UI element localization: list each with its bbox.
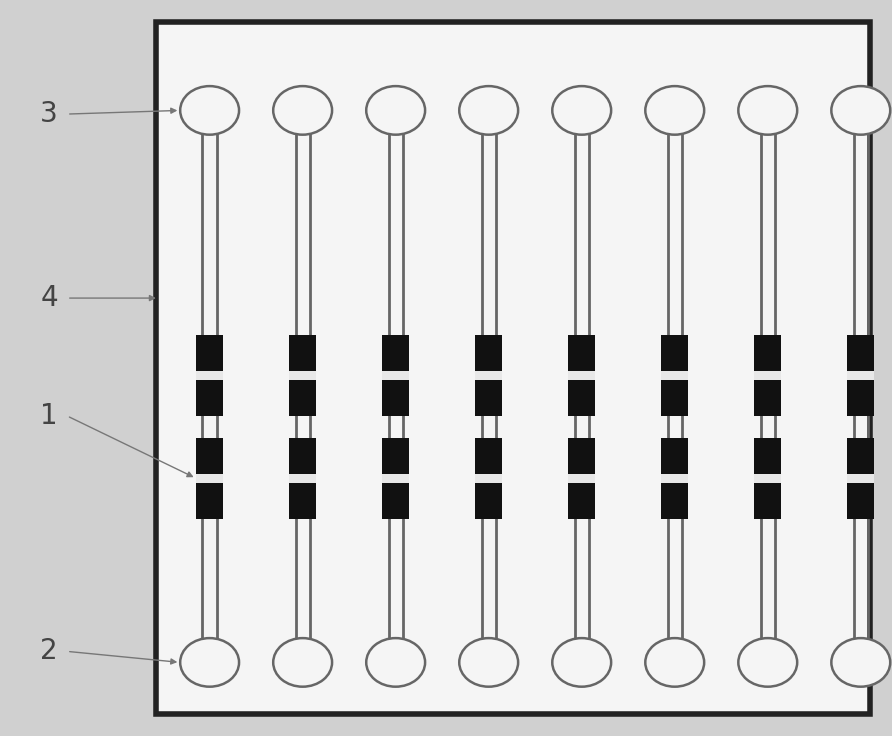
Circle shape [739, 638, 797, 687]
Circle shape [645, 638, 704, 687]
Bar [383, 335, 409, 371]
Bar [755, 371, 781, 380]
Bar [383, 474, 409, 483]
Bar [289, 380, 316, 416]
Bar [196, 371, 223, 380]
Bar [196, 438, 223, 474]
Bar [568, 438, 595, 474]
Circle shape [552, 86, 611, 135]
Bar [568, 483, 595, 519]
Bar [568, 474, 595, 483]
Bar [755, 474, 781, 483]
Bar [847, 380, 874, 416]
Text: 1: 1 [40, 402, 58, 430]
Circle shape [180, 638, 239, 687]
Bar [196, 474, 223, 483]
Bar [383, 380, 409, 416]
Bar [289, 483, 316, 519]
Circle shape [367, 86, 425, 135]
Circle shape [459, 638, 518, 687]
Text: 2: 2 [40, 637, 58, 665]
Circle shape [367, 638, 425, 687]
Circle shape [831, 638, 890, 687]
Bar [661, 474, 688, 483]
Bar [475, 335, 502, 371]
Bar [475, 438, 502, 474]
Bar [568, 380, 595, 416]
Bar [196, 335, 223, 371]
Bar [383, 483, 409, 519]
Bar [755, 483, 781, 519]
Bar [568, 335, 595, 371]
Bar [475, 380, 502, 416]
Bar [475, 483, 502, 519]
Circle shape [273, 86, 332, 135]
Bar [156, 22, 870, 714]
Circle shape [645, 86, 704, 135]
Bar [289, 474, 316, 483]
Bar [475, 474, 502, 483]
Bar [475, 371, 502, 380]
Bar [196, 483, 223, 519]
Bar [383, 371, 409, 380]
Bar [755, 335, 781, 371]
Circle shape [273, 638, 332, 687]
Bar [661, 371, 688, 380]
Circle shape [180, 86, 239, 135]
Bar [661, 438, 688, 474]
Bar [196, 380, 223, 416]
Circle shape [459, 86, 518, 135]
Bar [289, 335, 316, 371]
Circle shape [831, 86, 890, 135]
Bar [847, 335, 874, 371]
Bar [847, 474, 874, 483]
Bar [661, 380, 688, 416]
Bar [847, 438, 874, 474]
Text: 3: 3 [40, 100, 58, 128]
Bar [383, 438, 409, 474]
Text: 4: 4 [40, 284, 58, 312]
Bar [847, 371, 874, 380]
Bar [289, 438, 316, 474]
Circle shape [552, 638, 611, 687]
Bar [755, 380, 781, 416]
Bar [661, 483, 688, 519]
Bar [847, 483, 874, 519]
Bar [755, 438, 781, 474]
Bar [289, 371, 316, 380]
Bar [661, 335, 688, 371]
Circle shape [739, 86, 797, 135]
Bar [568, 371, 595, 380]
